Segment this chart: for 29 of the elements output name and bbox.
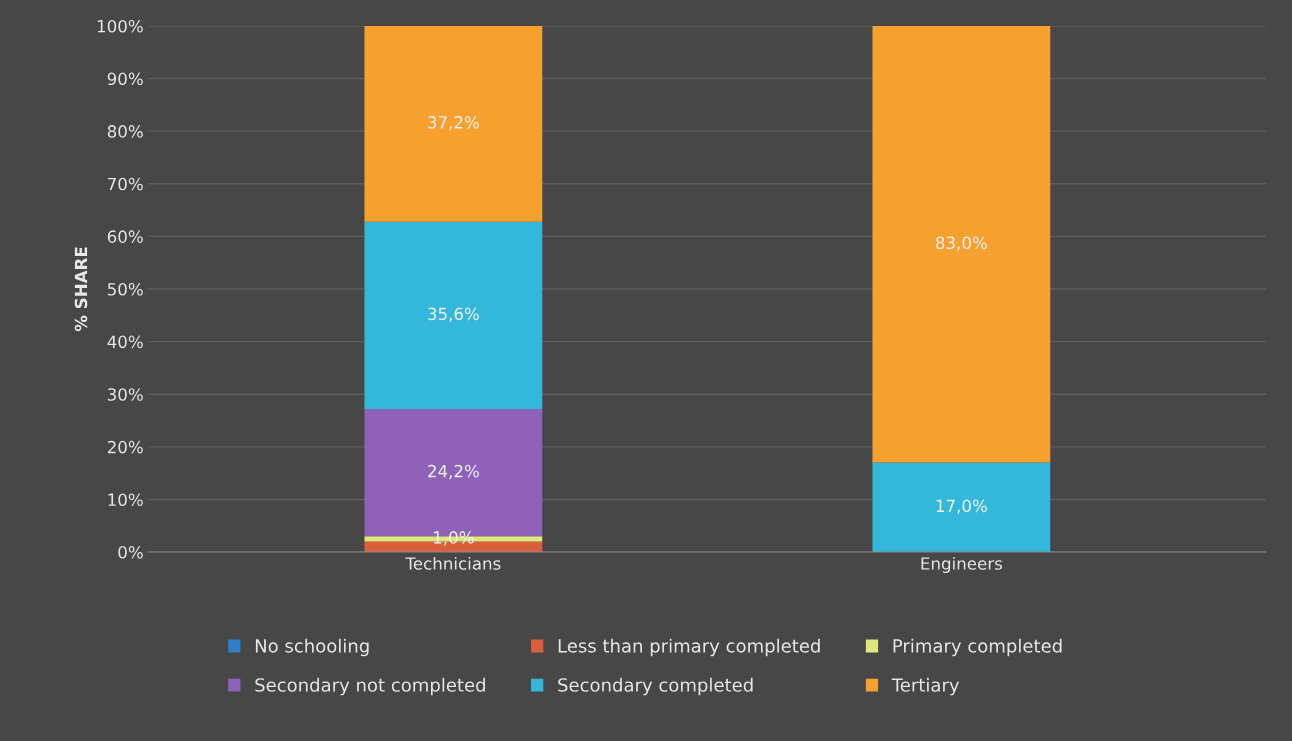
data-label: 35,6% (428, 307, 479, 322)
legend-label: Secondary not completed (255, 677, 485, 696)
data-label: 83,0% (936, 236, 987, 251)
bar (364, 25, 543, 222)
x-tick-label: Technicians (405, 556, 501, 570)
bar (872, 462, 1051, 553)
y-tick-label: 20% (107, 440, 143, 454)
data-label: 24,2% (428, 464, 479, 480)
legend-label: Less than primary completed (558, 638, 820, 657)
y-tick-label: 30% (107, 388, 143, 401)
x-tick-label: Engineers (921, 556, 1003, 574)
y-tick-label: 100% (97, 19, 143, 33)
y-tick-label: 60% (107, 230, 143, 243)
legend-label: Tertiary (891, 677, 960, 696)
y-tick-label: 50% (107, 282, 143, 296)
legend-label: No schooling (255, 638, 369, 657)
y-tick-label: 90% (107, 72, 143, 86)
data-label: 17,0% (936, 499, 987, 514)
legend-label: Secondary completed (558, 677, 753, 696)
y-tick-label: 80% (107, 125, 143, 138)
y-tick-label: 0% (118, 546, 143, 559)
bar (872, 25, 1051, 463)
y-tick-label: 70% (108, 177, 143, 191)
bar (364, 221, 543, 409)
y-tick-label: 40% (107, 335, 143, 349)
legend-label: Primary completed (893, 638, 1062, 657)
y-axis-title: % SHARE (74, 247, 88, 332)
y-tick-label: 10% (108, 493, 143, 506)
data-label: 37,2% (428, 116, 479, 131)
